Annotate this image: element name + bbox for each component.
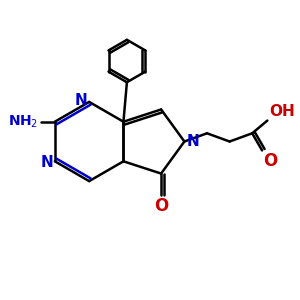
Text: OH: OH bbox=[269, 104, 295, 119]
Text: N: N bbox=[41, 155, 53, 170]
Text: N: N bbox=[187, 134, 200, 149]
Text: O: O bbox=[263, 152, 278, 170]
Text: O: O bbox=[154, 197, 168, 215]
Text: N: N bbox=[75, 93, 88, 108]
Text: NH$_2$: NH$_2$ bbox=[8, 113, 38, 130]
